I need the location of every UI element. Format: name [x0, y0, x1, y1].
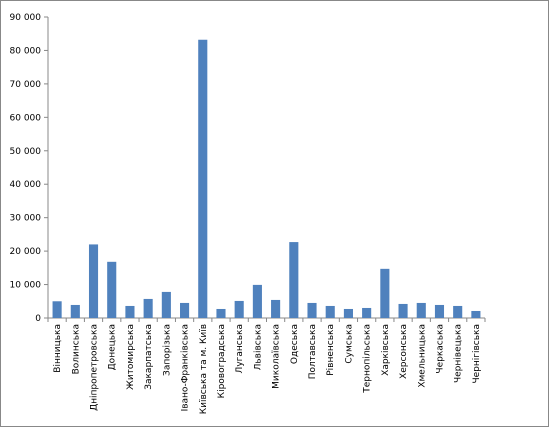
x-tick-label: Волинська	[71, 324, 81, 374]
bar	[216, 308, 226, 318]
x-tick-label: Дніпропетровська	[90, 324, 100, 411]
x-tick-label: Житомирська	[126, 324, 136, 390]
bar	[416, 302, 426, 318]
y-tick-label: 20 000	[10, 247, 42, 257]
x-tick-label: Рівненська	[326, 324, 336, 376]
x-tick-label: Черкаська	[435, 324, 445, 374]
x-tick-label: Чернівецька	[454, 324, 464, 383]
y-tick-label: 30 000	[10, 214, 42, 224]
x-tick-label: Одеська	[290, 324, 300, 364]
bar	[398, 303, 408, 318]
bar	[161, 291, 171, 318]
y-tick-label: 60 000	[10, 113, 42, 123]
x-tick-label: Івано-Франківська	[181, 324, 191, 411]
x-tick-label: Закарпатська	[144, 324, 154, 390]
x-tick-label: Кіровоградська	[217, 324, 227, 398]
y-tick-label: 10 000	[10, 281, 42, 291]
bar	[52, 301, 62, 318]
bar	[380, 268, 390, 318]
x-tick-label: Сумська	[344, 324, 354, 364]
y-tick-label: 50 000	[10, 147, 42, 157]
bar	[143, 298, 153, 318]
y-tick-label: 80 000	[10, 46, 42, 56]
x-tick-label: Полтавська	[308, 324, 318, 379]
bar	[271, 299, 281, 318]
bar	[289, 242, 299, 318]
x-tick-label: Харківська	[381, 324, 391, 376]
x-tick-label: Чернігівська	[472, 324, 482, 384]
x-tick-label: Миколаївська	[272, 324, 282, 389]
bar	[471, 310, 481, 318]
x-tick-label: Київська та м. Київ	[199, 324, 209, 414]
x-tick-label: Хмельницька	[417, 324, 427, 388]
bar	[453, 305, 463, 318]
bar	[343, 308, 353, 318]
bar	[88, 244, 99, 318]
bar	[125, 305, 135, 318]
x-tick-label: Донецька	[108, 324, 118, 370]
bar	[198, 39, 208, 319]
bar	[362, 307, 372, 318]
x-tick-label: Тернопільська	[363, 324, 373, 394]
bar	[252, 284, 262, 318]
bar	[307, 302, 317, 318]
y-tick-label: 40 000	[10, 180, 42, 190]
x-tick-label: Львівська	[253, 324, 263, 370]
x-tick-label: Запорізька	[162, 324, 172, 376]
y-tick-label: 90 000	[10, 13, 42, 23]
bar	[70, 304, 80, 318]
x-tick-label: Херсонська	[399, 324, 409, 379]
y-tick-label: 0	[35, 314, 41, 324]
bar	[180, 302, 190, 318]
bar	[325, 305, 335, 318]
bar	[107, 261, 117, 318]
bar	[234, 300, 244, 318]
x-tick-label: Луганська	[235, 324, 245, 373]
bar	[434, 304, 445, 318]
x-tick-label: Вінницька	[53, 324, 63, 373]
y-tick-label: 70 000	[10, 80, 42, 90]
